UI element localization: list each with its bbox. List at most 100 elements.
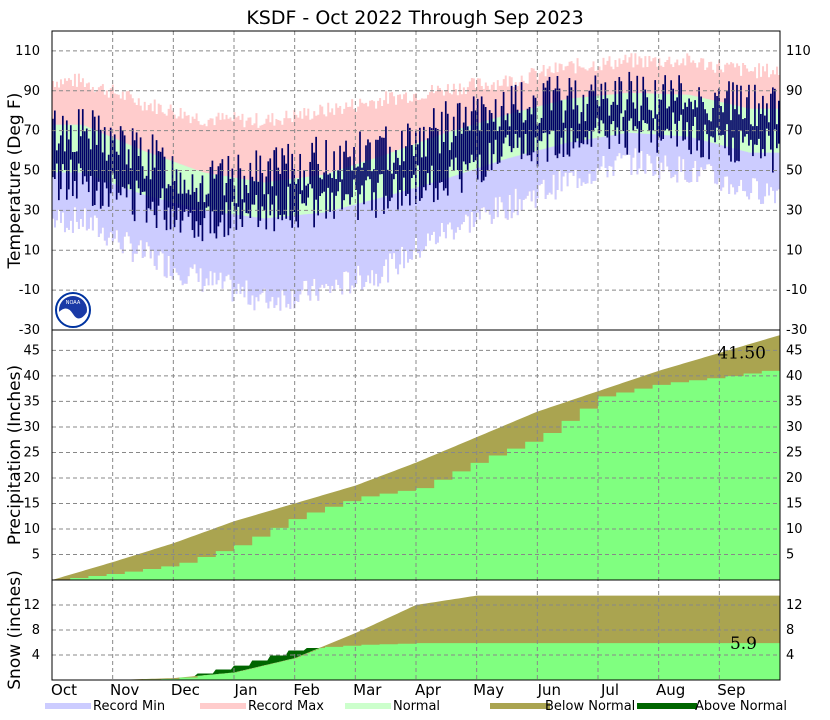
observed-temp-bar (263, 194, 266, 211)
observed-temp-bar (127, 149, 130, 185)
precip-tick-left: 25 (23, 445, 40, 460)
observed-temp-bar (143, 178, 146, 192)
observed-temp-bar (426, 138, 429, 174)
observed-temp-bar (231, 168, 234, 202)
observed-temp-bar (496, 131, 499, 164)
observed-temp-bar (578, 123, 581, 148)
observed-temp-bar (67, 139, 70, 190)
precip-tick-right: 45 (786, 343, 803, 358)
observed-temp-bar (241, 199, 244, 227)
observed-temp-bar (365, 145, 367, 181)
observed-temp-bar (746, 97, 748, 135)
observed-temp-bar (129, 168, 132, 190)
observed-temp-bar (464, 106, 467, 165)
observed-temp-bar (600, 83, 603, 121)
observed-temp-bar (590, 84, 593, 147)
observed-temp-bar (702, 102, 704, 158)
observed-temp-bar (179, 172, 182, 233)
observed-temp-bar (73, 151, 76, 182)
observed-temp-bar (249, 162, 252, 219)
chart-title: KSDF - Oct 2022 Through Sep 2023 (246, 7, 583, 29)
observed-temp-bar (490, 113, 493, 171)
observed-temp-bar (413, 156, 415, 175)
observed-temp-bar (692, 109, 694, 126)
precip-tick-right: 5 (786, 547, 794, 562)
legend-swatch-above-normal (637, 703, 697, 709)
observed-temp-bar (163, 156, 166, 220)
observed-temp-bar (217, 166, 220, 227)
observed-temp-bar (261, 172, 264, 207)
temp-tick-right: -30 (786, 323, 807, 338)
observed-temp-bar (55, 150, 58, 164)
temp-tick-left: 30 (23, 203, 40, 218)
observed-temp-bar (650, 110, 653, 143)
observed-temp-bar (185, 193, 188, 210)
observed-temp-bar (337, 170, 339, 192)
legend-label-below-normal: Below Normal (545, 699, 635, 714)
observed-temp-bar (115, 151, 118, 200)
observed-temp-bar (472, 96, 475, 163)
observed-temp-bar (654, 80, 657, 119)
observed-temp-bar (566, 95, 569, 155)
observed-temp-bar (732, 82, 734, 138)
observed-temp-bar (403, 161, 405, 178)
observed-temp-bar (684, 102, 686, 140)
month-label: Sep (717, 681, 745, 699)
observed-temp-bar (538, 122, 541, 141)
observed-temp-bar (690, 101, 692, 155)
observed-temp-bar (760, 113, 762, 159)
observed-temp-bar (502, 91, 505, 144)
observed-temp-bar (315, 136, 317, 200)
observed-temp-bar (712, 107, 714, 138)
observed-temp-bar (171, 156, 174, 210)
observed-temp-bar (616, 104, 619, 128)
observed-temp-bar (379, 136, 381, 175)
observed-temp-bar (111, 140, 114, 174)
observed-temp-bar (401, 130, 403, 206)
observed-temp-bar (63, 151, 66, 170)
observed-temp-bar (676, 97, 678, 147)
observed-temp-bar (333, 151, 335, 219)
month-label: Nov (110, 681, 139, 699)
observed-temp-bar (341, 179, 343, 210)
observed-temp-bar (139, 137, 142, 195)
observed-temp-bar (353, 147, 355, 180)
observed-temp-bar (664, 75, 667, 131)
month-label: May (473, 681, 504, 699)
observed-temp-bar (476, 98, 479, 180)
precip-tick-right: 40 (786, 369, 803, 384)
observed-temp-bar (245, 185, 248, 214)
observed-temp-bar (602, 99, 605, 124)
observed-temp-bar (417, 144, 419, 166)
observed-temp-bar (113, 134, 116, 179)
observed-temp-bar (149, 179, 152, 210)
observed-temp-bar (480, 96, 483, 183)
observed-temp-bar (321, 179, 323, 194)
observed-temp-bar (630, 81, 633, 119)
observed-temp-bar (646, 97, 649, 124)
observed-temp-bar (740, 85, 742, 131)
observed-temp-bar (91, 110, 94, 206)
observed-temp-bar (550, 110, 553, 131)
temp-tick-right: 50 (786, 164, 803, 179)
observed-temp-bar (542, 83, 545, 134)
observed-temp-bar (564, 110, 567, 129)
observed-temp-bar (432, 108, 435, 203)
observed-temp-bar (456, 103, 459, 171)
observed-temp-bar (251, 176, 254, 205)
temp-tick-left: 50 (23, 164, 40, 179)
observed-temp-bar (470, 111, 473, 155)
observed-temp-bar (85, 128, 88, 182)
observed-temp-bar (107, 154, 110, 207)
snow-axis-title: Snow (inches) (5, 570, 25, 689)
axes: -10 -10 10 10 30 30 50 50 70 70 90 90 110 110 5 5 10 10 15… (5, 30, 811, 699)
observed-temp-bar (369, 142, 371, 180)
observed-temp-bar (696, 107, 698, 151)
month-label: Aug (656, 681, 685, 699)
observed-temp-bar (744, 118, 746, 137)
observed-temp-bar (71, 152, 74, 197)
observed-temp-bar (622, 116, 625, 132)
legend-label-record-min: Record Min (93, 699, 165, 714)
observed-temp-bar (606, 98, 609, 138)
observed-temp-bar (552, 90, 555, 131)
